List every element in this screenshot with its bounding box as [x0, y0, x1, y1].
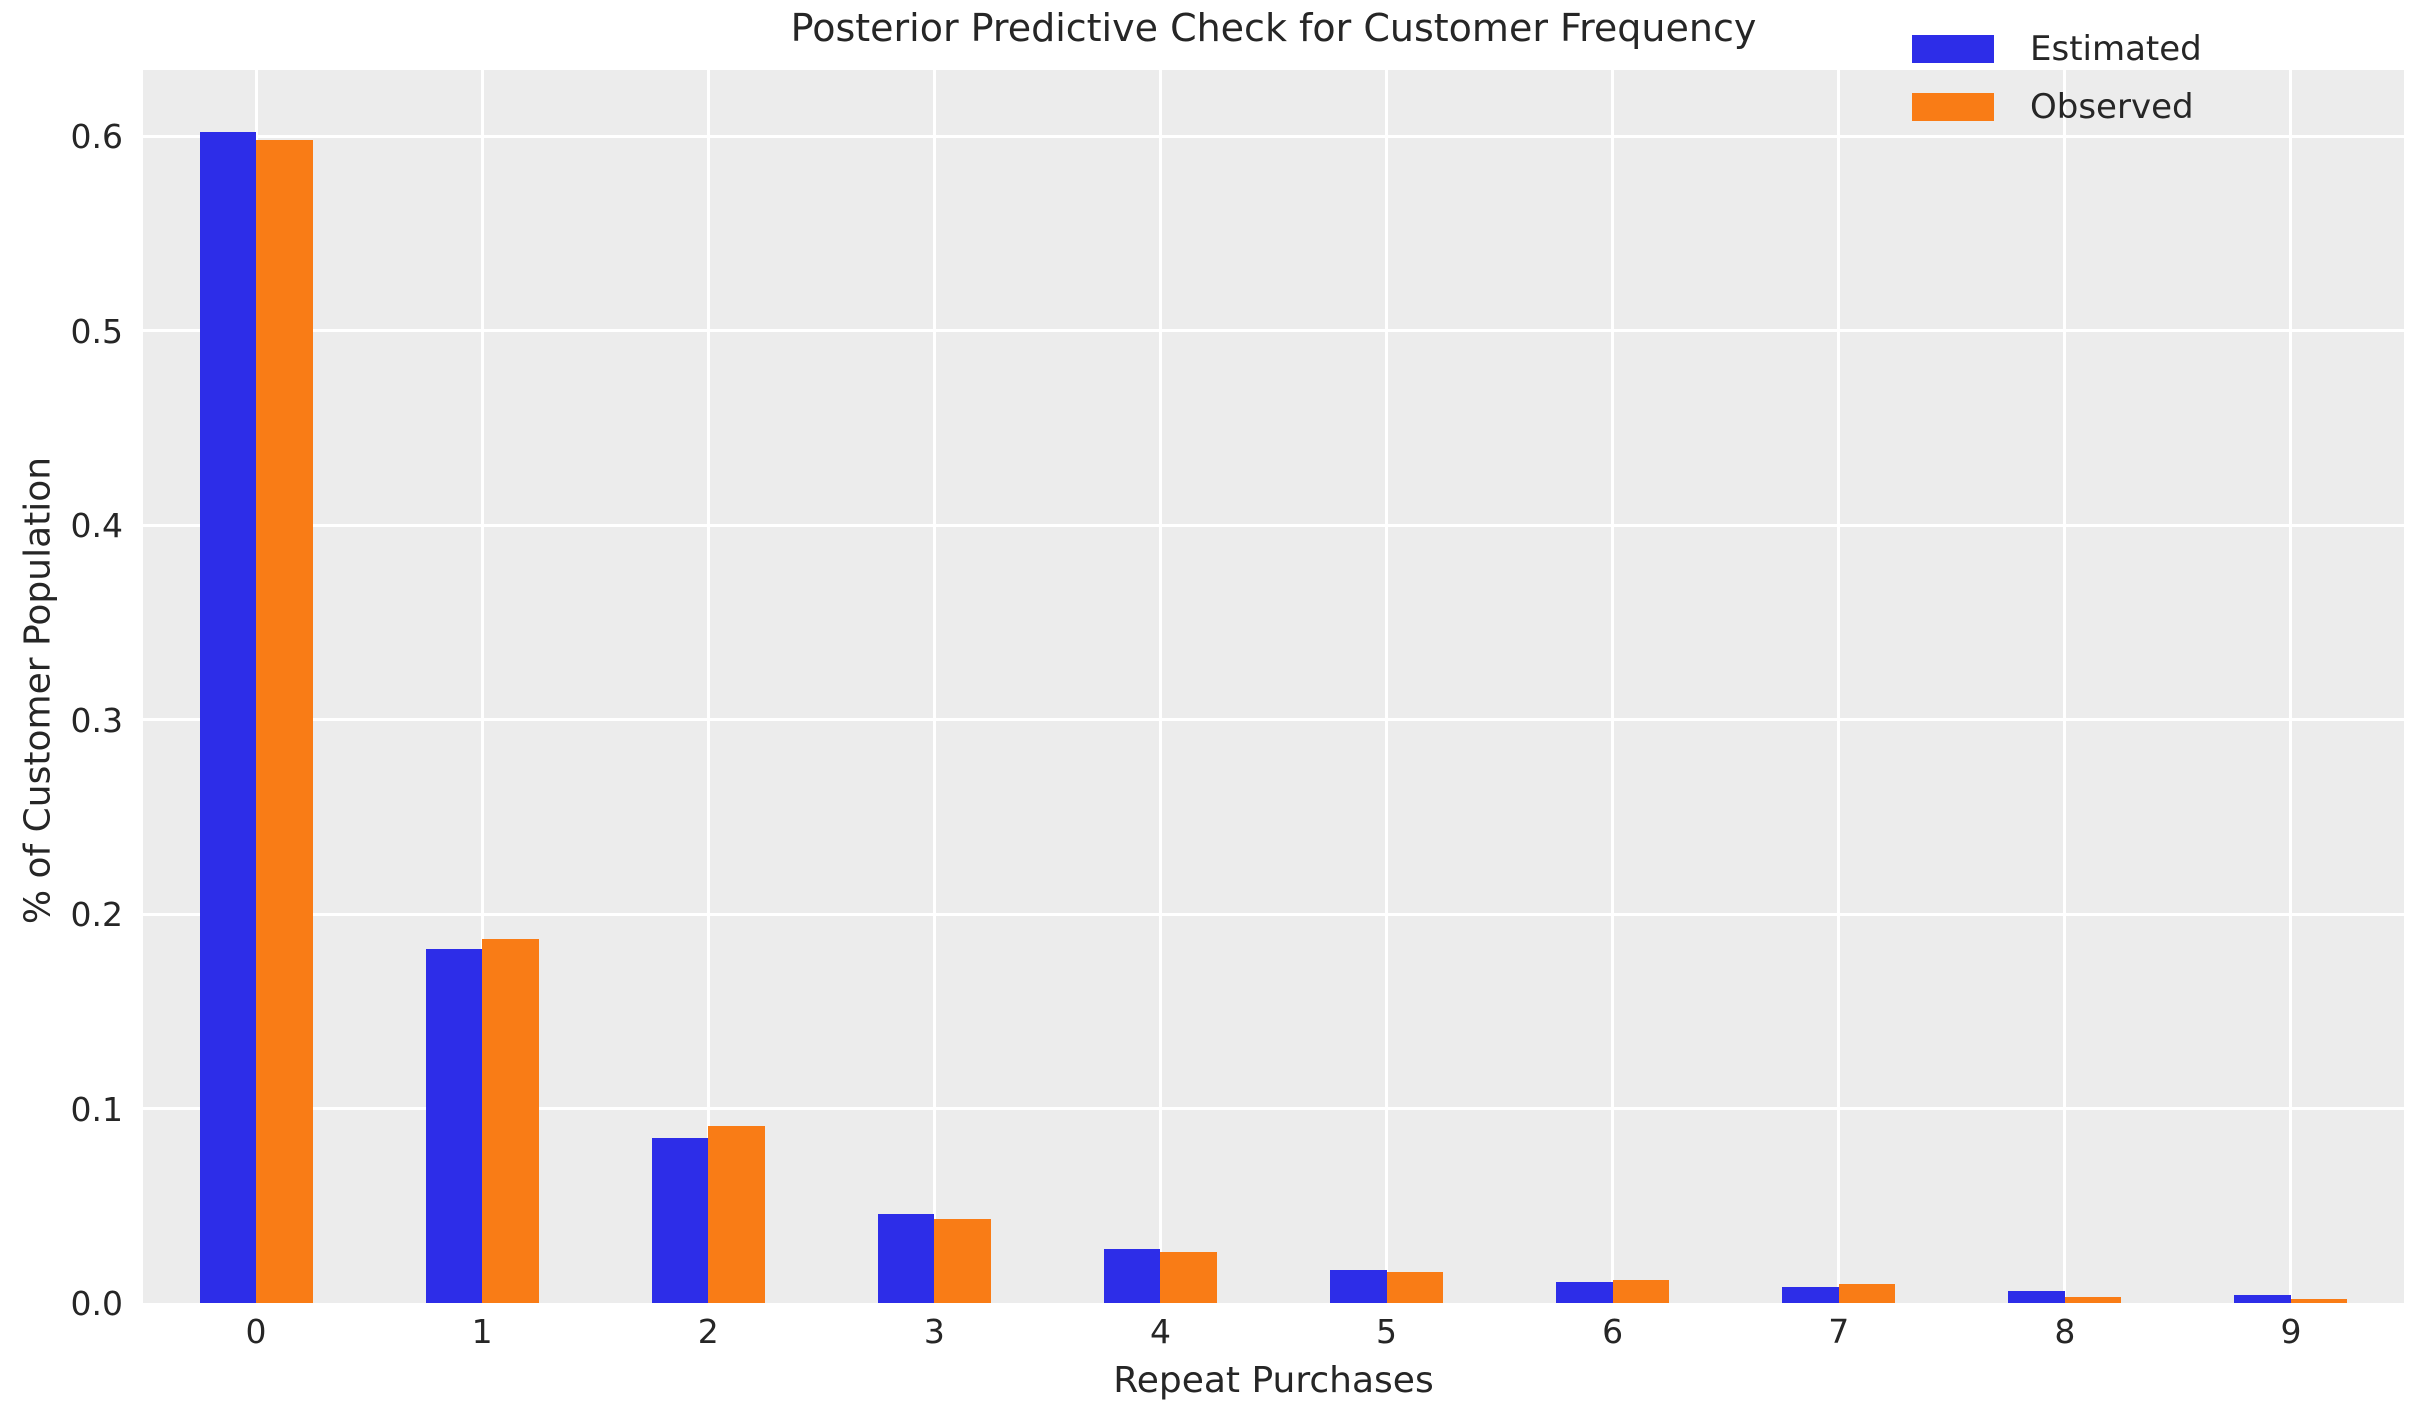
gridline-horizontal — [143, 329, 2404, 333]
bar-group — [821, 70, 1047, 1303]
y-tick-label: 0.5 — [70, 311, 123, 351]
y-tick-label: 0.2 — [70, 895, 123, 935]
x-axis-label: Repeat Purchases — [1113, 1360, 1434, 1401]
gridline-horizontal — [143, 134, 2404, 138]
legend-row: Estimated — [1912, 32, 2202, 66]
bar-group — [1726, 70, 1952, 1303]
bar-group — [369, 70, 595, 1303]
bar-estimated — [1330, 1269, 1387, 1303]
gridline-vertical — [1385, 70, 1389, 1303]
bar-observed — [482, 939, 539, 1303]
bar-pair — [2008, 70, 2122, 1303]
bar-pair — [1330, 70, 1444, 1303]
x-tick-label: 5 — [1376, 1312, 1398, 1351]
bar-group — [1500, 70, 1726, 1303]
bar-estimated — [2234, 1295, 2291, 1303]
y-tick-label: 0.1 — [70, 1089, 123, 1129]
y-tick-label: 0.3 — [70, 700, 123, 740]
x-tick-label: 1 — [471, 1312, 493, 1351]
gridline-vertical — [480, 70, 484, 1303]
plot-area — [143, 70, 2404, 1303]
legend-row: Observed — [1912, 90, 2202, 124]
bar-estimated — [651, 1137, 709, 1303]
bar-observed — [1386, 1271, 1444, 1303]
bar-estimated — [425, 949, 483, 1303]
bar-observed — [1838, 1283, 1896, 1303]
bar-estimated — [2008, 1291, 2065, 1303]
bar-estimated — [1782, 1287, 1839, 1303]
gridline-horizontal — [143, 1107, 2404, 1111]
gridline-vertical — [2289, 70, 2293, 1303]
bar-group — [1047, 70, 1273, 1303]
bar-group — [1952, 70, 2178, 1303]
y-tick-label: 0.0 — [70, 1284, 123, 1323]
legend-label-observed: Observed — [2030, 87, 2194, 127]
bar-group — [1274, 70, 1500, 1303]
gridline-horizontal — [143, 912, 2404, 916]
bar-pair — [1782, 70, 1896, 1303]
gridline-vertical — [932, 70, 936, 1303]
x-tick-label: 8 — [2054, 1312, 2076, 1351]
x-tick-label: 2 — [697, 1312, 719, 1351]
legend-swatch-observed — [1912, 93, 1994, 121]
x-tick-label: 0 — [245, 1312, 267, 1351]
legend-label-estimated: Estimated — [2030, 29, 2202, 69]
gridline-vertical — [1837, 70, 1841, 1303]
bar-pair — [1556, 70, 1670, 1303]
bar-observed — [1612, 1279, 1670, 1303]
bar-observed — [2290, 1299, 2348, 1303]
bar-estimated — [877, 1213, 935, 1303]
bar-group — [595, 70, 821, 1303]
x-tick-label: 4 — [1149, 1312, 1171, 1351]
gridline-horizontal — [143, 718, 2404, 722]
bar-pair — [2234, 70, 2348, 1303]
x-tick-label: 9 — [2280, 1312, 2302, 1351]
bar-observed — [934, 1219, 991, 1303]
y-tick-label: 0.6 — [70, 117, 123, 157]
bar-observed — [2064, 1297, 2122, 1303]
gridline-vertical — [1158, 70, 1162, 1303]
bar-observed — [1160, 1252, 1217, 1303]
bar-estimated — [1556, 1281, 1613, 1303]
bar-estimated — [1103, 1248, 1161, 1303]
legend: Estimated Observed — [1912, 32, 2202, 124]
bar-pair — [1103, 70, 1217, 1303]
x-tick-label: 7 — [1828, 1312, 1850, 1351]
gridline-vertical — [2063, 70, 2067, 1303]
bar-pair — [651, 70, 765, 1303]
x-tick-label: 6 — [1602, 1312, 1624, 1351]
bar-group — [143, 70, 369, 1303]
bar-group — [2178, 70, 2404, 1303]
chart-title: Posterior Predictive Check for Customer … — [790, 6, 1757, 50]
bar-pair — [199, 70, 313, 1303]
y-tick-label: 0.4 — [70, 506, 123, 546]
bar-observed — [256, 140, 313, 1303]
legend-swatch-estimated — [1912, 35, 1994, 63]
gridline-vertical — [706, 70, 710, 1303]
bar-estimated — [199, 132, 257, 1303]
gridline-vertical — [1611, 70, 1615, 1303]
bar-observed — [708, 1126, 765, 1303]
x-tick-label: 3 — [923, 1312, 945, 1351]
bar-pair — [877, 70, 991, 1303]
bar-pair — [425, 70, 539, 1303]
gridline-horizontal — [143, 523, 2404, 527]
